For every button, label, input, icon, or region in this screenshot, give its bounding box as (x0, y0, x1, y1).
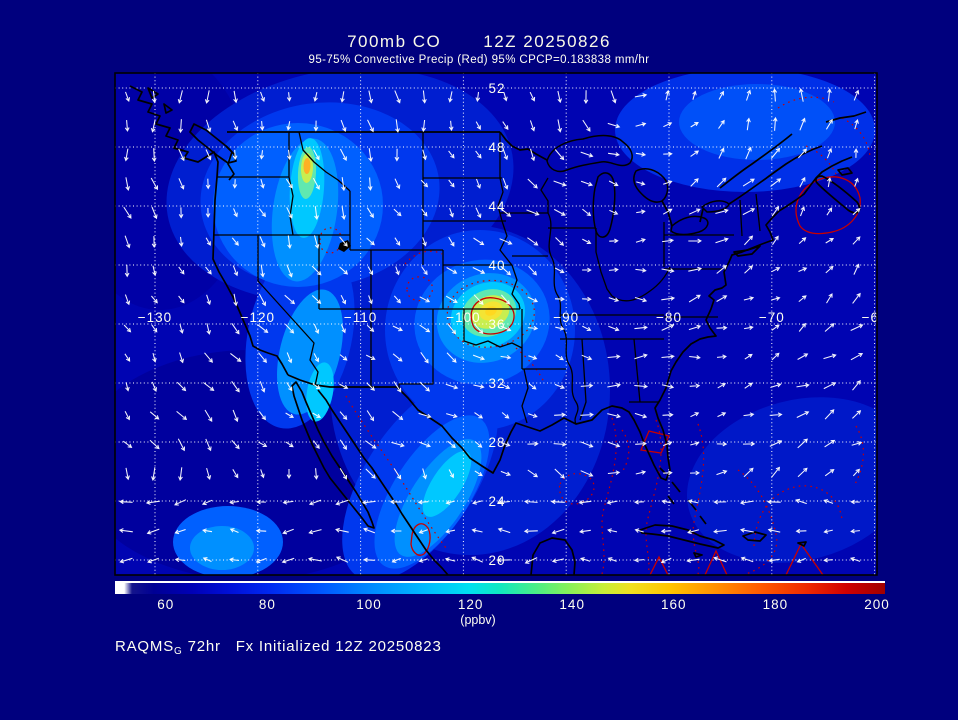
lon-label: −130 (138, 310, 172, 325)
lon-label: −90 (553, 310, 579, 325)
lat-label: 20 (488, 553, 505, 568)
model-subscript: G (174, 646, 183, 657)
co-concentration-field (115, 73, 877, 575)
colorbar-gradient (115, 583, 885, 594)
lat-label: 40 (488, 258, 505, 273)
title-product: 700mb CO (347, 32, 442, 51)
colorbar-tick-label: 80 (258, 597, 276, 612)
colorbar-tick-label: 120 (457, 597, 484, 612)
great-salt-lake (338, 240, 351, 252)
lat-label: 48 (488, 140, 505, 155)
lat-label: 28 (488, 435, 505, 450)
grid-labels: 52 48 44 40 36 32 28 24 20 −130 −120 −110 −100 −90 −80… (138, 81, 888, 568)
coastlines (129, 85, 867, 575)
wind-vectors (118, 87, 864, 564)
lon-label: −100 (446, 310, 480, 325)
lat-label: 24 (488, 494, 505, 509)
lon-label: −110 (344, 310, 377, 325)
colorbar-tick-label: 60 (157, 597, 175, 612)
colorbar-tick-label: 180 (762, 597, 789, 612)
lon-label: −70 (759, 310, 785, 325)
colorbar-top-line (115, 581, 885, 583)
lat-label: 52 (488, 81, 505, 96)
lat-label: 32 (488, 376, 505, 391)
great-lakes-outlines (546, 134, 730, 238)
lon-label: −120 (241, 310, 275, 325)
lon-label: −60 (862, 310, 888, 325)
colorbar-unit-label: (ppbv) (460, 613, 496, 627)
colorbar-tick-label: 100 (356, 597, 382, 612)
map-frame (114, 72, 878, 576)
forecast-init-text: 72hr Fx Initialized 12Z 20250823 (182, 638, 442, 655)
model-init-caption: RAQMSG 72hr Fx Initialized 12Z 20250823 (115, 638, 442, 657)
colorbar-tick-label: 140 (559, 597, 585, 612)
model-name: RAQMS (115, 638, 175, 655)
convective-precip-dotted-contours (319, 96, 871, 575)
colorbar-tick-label: 160 (661, 597, 687, 612)
lat-label: 36 (488, 317, 505, 332)
subtitle-convective-precip: 95-75% Convective Precip (Red) 95% CPCP=… (308, 54, 650, 66)
page-title: 700mb CO 12Z 20250826 (0, 32, 958, 52)
title-valid-time: 12Z 20250826 (483, 32, 611, 51)
lon-label: −80 (656, 310, 682, 325)
latlon-gridlines (115, 73, 877, 575)
lat-label: 44 (488, 199, 505, 214)
colorbar-tick-label: 200 (864, 597, 890, 612)
map-content: 52 48 44 40 36 32 28 24 20 −130 −120 −110 −100 −90 −80… (115, 73, 888, 575)
state-borders (213, 131, 761, 425)
